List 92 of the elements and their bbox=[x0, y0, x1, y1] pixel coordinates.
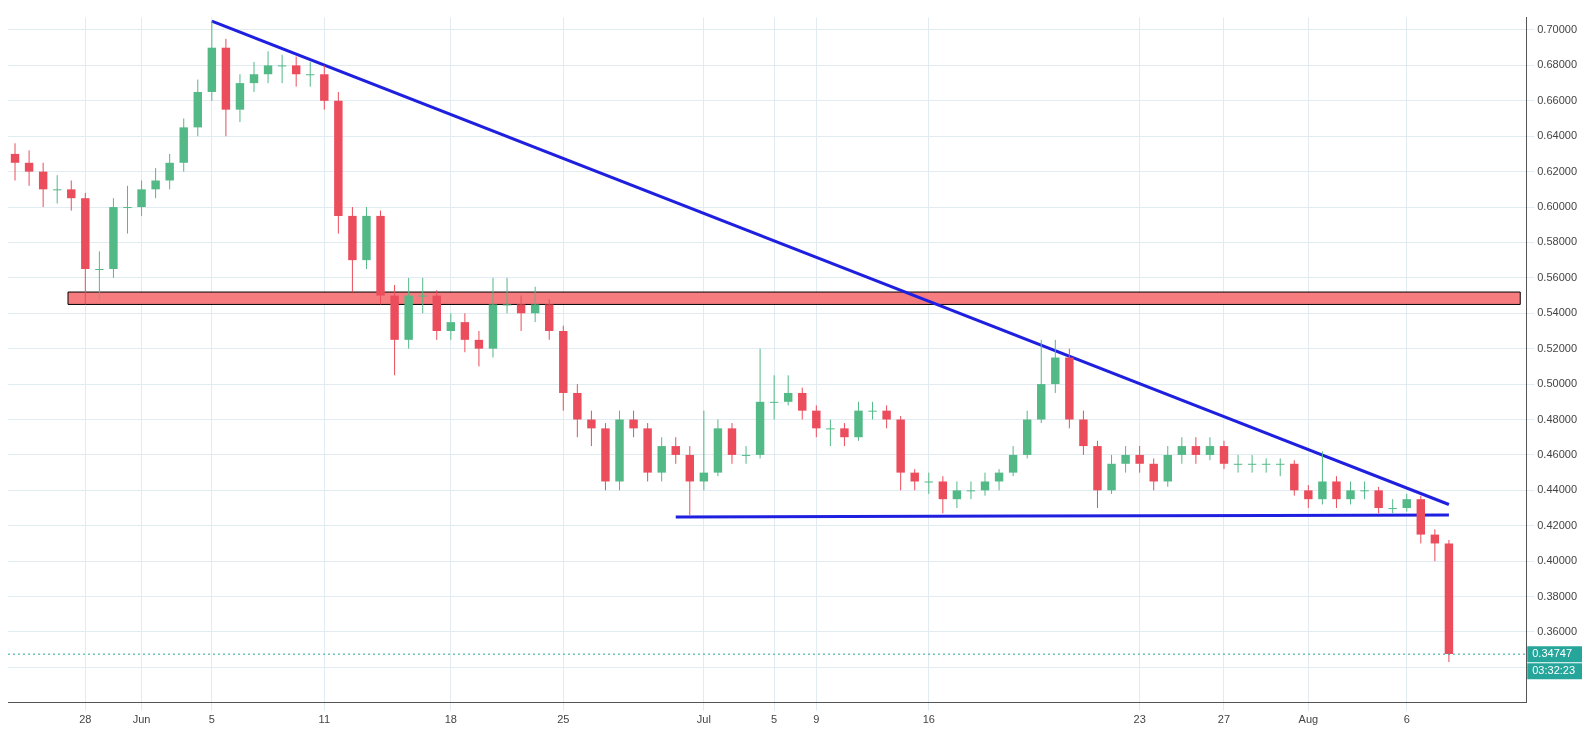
candlestick bbox=[95, 250, 104, 300]
candlestick bbox=[1276, 457, 1285, 477]
y-tick-label: 0.62000 bbox=[1537, 164, 1577, 177]
y-tick-label: 0.70000 bbox=[1537, 23, 1577, 36]
candlestick bbox=[137, 179, 146, 217]
candlestick bbox=[277, 54, 287, 84]
x-tick-label: Jul bbox=[696, 713, 711, 726]
candlestick bbox=[938, 475, 948, 514]
x-tick-label: 6 bbox=[1403, 713, 1410, 726]
y-tick-label: 0.68000 bbox=[1537, 58, 1577, 71]
candlestick bbox=[1318, 450, 1327, 505]
candlestick bbox=[123, 185, 132, 235]
candlestick bbox=[1247, 454, 1257, 474]
y-tick-label: 0.52000 bbox=[1537, 341, 1577, 354]
ref-line-label: 0.34747 bbox=[1532, 647, 1572, 660]
candlestick bbox=[151, 167, 160, 199]
candlestick bbox=[1346, 480, 1355, 505]
candlestick bbox=[1008, 445, 1018, 477]
x-tick-label: 23 bbox=[1133, 713, 1146, 726]
candlestick bbox=[530, 286, 540, 323]
candlestick bbox=[783, 374, 793, 406]
candlestick bbox=[263, 50, 273, 84]
candlestick bbox=[24, 149, 34, 187]
candlestick bbox=[812, 404, 821, 438]
candlestick bbox=[67, 179, 76, 212]
candlestick bbox=[1149, 457, 1158, 491]
y-tick-label: 0.46000 bbox=[1537, 447, 1577, 460]
candlestick bbox=[306, 61, 315, 88]
candlestick bbox=[446, 312, 456, 341]
x-tick-label: 16 bbox=[922, 713, 935, 726]
candlestick bbox=[840, 422, 849, 447]
candlestick bbox=[980, 472, 990, 497]
candlestick bbox=[249, 61, 259, 93]
candlestick bbox=[741, 445, 751, 465]
candlestick bbox=[966, 480, 976, 500]
y-tick-label: 0.64000 bbox=[1537, 129, 1577, 142]
y-tick-label: 0.50000 bbox=[1537, 377, 1577, 390]
candlestick bbox=[10, 142, 20, 181]
candlestick bbox=[1191, 436, 1201, 465]
x-tick-label: 9 bbox=[813, 713, 820, 726]
candlestick bbox=[629, 410, 638, 438]
y-tick-label: 0.54000 bbox=[1537, 306, 1577, 319]
y-tick-label: 0.36000 bbox=[1537, 625, 1577, 638]
candlestick bbox=[1121, 445, 1130, 474]
x-tick-label: 5 bbox=[771, 713, 778, 726]
y-tick-label: 0.44000 bbox=[1537, 483, 1577, 496]
y-tick-label: 0.42000 bbox=[1537, 518, 1577, 531]
candlestick bbox=[1374, 486, 1383, 514]
x-tick-label: Jun bbox=[132, 713, 151, 726]
candlestick bbox=[460, 312, 470, 353]
candlestick bbox=[868, 401, 877, 421]
candlestick bbox=[671, 436, 680, 465]
candlestick bbox=[418, 277, 427, 314]
y-tick-label: 0.58000 bbox=[1537, 235, 1577, 248]
candlestick bbox=[474, 330, 484, 367]
candlestick bbox=[52, 174, 62, 205]
y-tick-label: 0.66000 bbox=[1537, 93, 1577, 106]
candlestick bbox=[826, 419, 835, 447]
y-tick-label: 0.56000 bbox=[1537, 270, 1577, 283]
candlestick bbox=[924, 472, 933, 495]
x-tick-label: 5 bbox=[208, 713, 215, 726]
x-tick-label: 27 bbox=[1217, 713, 1231, 726]
candlestick bbox=[1332, 475, 1341, 509]
candlestick bbox=[165, 153, 174, 190]
y-tick-label: 0.48000 bbox=[1537, 412, 1577, 425]
candlestick bbox=[798, 387, 807, 421]
candlestick bbox=[516, 295, 526, 332]
candlestick bbox=[1388, 498, 1397, 514]
candlestick bbox=[769, 374, 779, 421]
y-tick-label: 0.60000 bbox=[1537, 200, 1577, 213]
candlestick bbox=[952, 480, 962, 509]
x-tick-label: 18 bbox=[444, 713, 457, 726]
candlestick bbox=[1360, 480, 1369, 500]
candlestick bbox=[291, 56, 301, 88]
candlestick bbox=[1233, 454, 1243, 474]
x-tick-label: 28 bbox=[79, 713, 92, 726]
candlestick bbox=[502, 277, 512, 314]
y-tick-label: 0.38000 bbox=[1537, 589, 1577, 602]
text: 03:32:23 bbox=[1532, 664, 1576, 677]
x-tick-label: 11 bbox=[318, 713, 331, 726]
x-tick-label: Aug bbox=[1298, 713, 1319, 726]
candlestick bbox=[1304, 484, 1313, 509]
candlestick bbox=[1177, 436, 1187, 465]
candlestick bbox=[1205, 436, 1215, 461]
candlestick bbox=[587, 410, 596, 447]
x-tick-label: 25 bbox=[557, 713, 570, 726]
candlestick bbox=[1261, 457, 1271, 474]
candlestick bbox=[1135, 445, 1144, 474]
candlestick bbox=[1219, 440, 1229, 470]
candlestick bbox=[882, 404, 891, 429]
candlestick bbox=[38, 162, 48, 208]
y-tick-label: 0.40000 bbox=[1537, 554, 1577, 567]
